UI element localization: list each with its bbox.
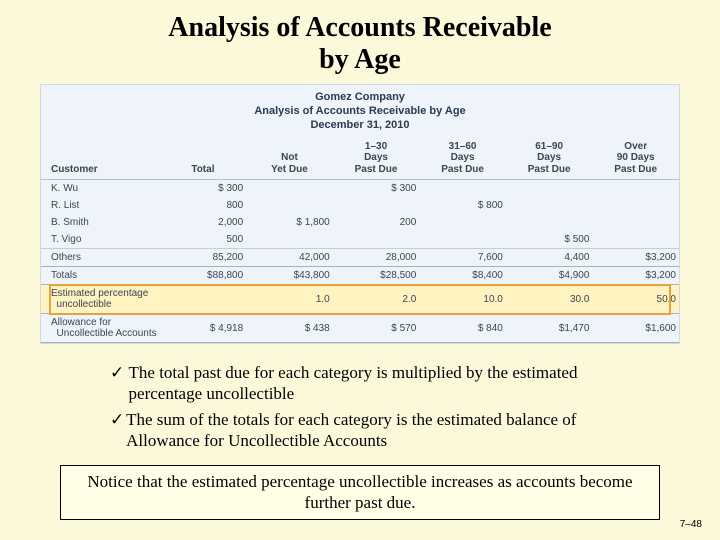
cell: 1.0 [246, 285, 333, 314]
cell: $43,800 [246, 267, 333, 285]
cell [246, 197, 333, 214]
company-name: Gomez Company [41, 91, 679, 105]
bullet-text-1: The total past due for each category is … [129, 362, 650, 405]
cell: $1,600 [592, 314, 679, 343]
bullet-list: ✓ The total past due for each category i… [110, 362, 650, 451]
cell: $4,900 [506, 267, 593, 285]
table-row: T. Vigo500 $ 500 [41, 231, 679, 249]
row-label: Allowance for Uncollectible Accounts [41, 314, 160, 343]
cell [246, 231, 333, 249]
cell: $ 840 [419, 314, 506, 343]
panel-date: December 31, 2010 [41, 119, 679, 133]
cell: 200 [333, 214, 420, 231]
cell: 500 [160, 231, 247, 249]
hdr-31-60: 31–60DaysPast Due [419, 137, 506, 180]
page-title: Analysis of Accounts Receivable by Age [0, 0, 720, 84]
cell: 85,200 [160, 249, 247, 267]
row-label: K. Wu [41, 180, 160, 198]
cell [506, 197, 593, 214]
cell [506, 180, 593, 198]
cell: $ 300 [333, 180, 420, 198]
cell [419, 231, 506, 249]
cell: $ 570 [333, 314, 420, 343]
cell [506, 214, 593, 231]
hdr-customer: Customer [41, 137, 160, 180]
cell: 28,000 [333, 249, 420, 267]
row-label: Others [41, 249, 160, 267]
hdr-total: Total [160, 137, 247, 180]
notice-text: Notice that the estimated percentage unc… [87, 472, 632, 511]
analysis-panel: Gomez Company Analysis of Accounts Recei… [40, 84, 680, 344]
cell: $ 1,800 [246, 214, 333, 231]
row-label: R. List [41, 197, 160, 214]
cell: $ 438 [246, 314, 333, 343]
cell: $ 4,918 [160, 314, 247, 343]
hdr-not-yet-due: NotYet Due [246, 137, 333, 180]
table-row: R. List800 $ 800 [41, 197, 679, 214]
table-row: Allowance for Uncollectible Accounts$ 4,… [41, 314, 679, 343]
panel-subtitle: Analysis of Accounts Receivable by Age [41, 105, 679, 119]
hdr-61-90: 61–90DaysPast Due [506, 137, 593, 180]
hdr-1-30: 1–30DaysPast Due [333, 137, 420, 180]
cell: $ 500 [506, 231, 593, 249]
cell: $8,400 [419, 267, 506, 285]
notice-box: Notice that the estimated percentage unc… [60, 465, 660, 520]
table-row: K. Wu$ 300$ 300 [41, 180, 679, 198]
table-header-row: Customer Total NotYet Due 1–30DaysPast D… [41, 137, 679, 180]
cell: 800 [160, 197, 247, 214]
row-label: T. Vigo [41, 231, 160, 249]
cell: $3,200 [592, 267, 679, 285]
title-line2: by Age [319, 44, 401, 75]
cell: 10.0 [419, 285, 506, 314]
cell: 2.0 [333, 285, 420, 314]
cell: 50.0 [592, 285, 679, 314]
cell: 2,000 [160, 214, 247, 231]
cell: $ 300 [160, 180, 247, 198]
page-number: 7–48 [680, 519, 702, 530]
title-line1: Analysis of Accounts Receivable [168, 12, 551, 43]
cell [592, 214, 679, 231]
cell: $ 800 [419, 197, 506, 214]
cell [592, 180, 679, 198]
cell [333, 197, 420, 214]
cell [592, 231, 679, 249]
cell: $88,800 [160, 267, 247, 285]
cell [333, 231, 420, 249]
bullet-item: ✓ The total past due for each category i… [110, 362, 650, 405]
hdr-over-90: Over90 DaysPast Due [592, 137, 679, 180]
panel-header: Gomez Company Analysis of Accounts Recei… [41, 85, 679, 136]
cell [592, 197, 679, 214]
cell: $28,500 [333, 267, 420, 285]
cell: 4,400 [506, 249, 593, 267]
table-row: Totals$88,800$43,800$28,500$8,400$4,900$… [41, 267, 679, 285]
cell: $1,470 [506, 314, 593, 343]
cell [419, 214, 506, 231]
row-label: B. Smith [41, 214, 160, 231]
row-label: Estimated percentage uncollectible [41, 285, 160, 314]
bullet-item: ✓ The sum of the totals for each categor… [110, 409, 650, 452]
cell [246, 180, 333, 198]
table-row: Others85,20042,00028,0007,6004,400$3,200 [41, 249, 679, 267]
cell [419, 180, 506, 198]
cell: $3,200 [592, 249, 679, 267]
cell: 42,000 [246, 249, 333, 267]
table-row: B. Smith2,000$ 1,800200 [41, 214, 679, 231]
bullet-text-2: The sum of the totals for each category … [126, 409, 650, 452]
cell: 30.0 [506, 285, 593, 314]
aging-table: Customer Total NotYet Due 1–30DaysPast D… [41, 137, 679, 344]
cell: 7,600 [419, 249, 506, 267]
table-row: Estimated percentage uncollectible 1.02.0… [41, 285, 679, 314]
cell [160, 285, 247, 314]
check-icon: ✓ [110, 362, 129, 405]
row-label: Totals [41, 267, 160, 285]
check-icon: ✓ [110, 409, 126, 452]
